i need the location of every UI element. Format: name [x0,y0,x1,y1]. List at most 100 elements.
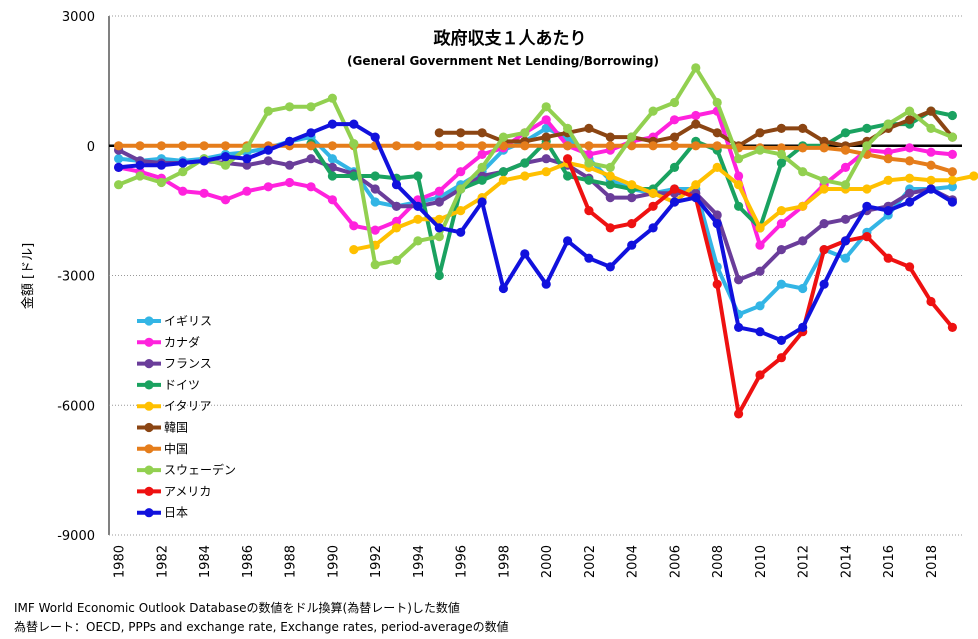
data-point [434,223,444,233]
data-point [327,119,337,129]
data-point [114,180,124,190]
data-point [391,201,402,211]
data-point [349,221,359,231]
data-point [776,219,787,229]
data-point [263,156,273,166]
data-point [648,188,658,198]
data-point [883,253,893,263]
x-tick-label: 2002 [583,545,598,578]
data-point [605,162,615,172]
legend-item: スウェーデン [137,462,236,477]
x-tick-label: 1992 [369,545,384,578]
data-point [819,279,829,289]
data-point [776,279,787,289]
data-point [220,160,231,170]
data-point [584,158,594,168]
data-point [947,132,958,142]
x-tick-label: 1986 [241,545,256,578]
x-tick-label: 1996 [455,545,470,578]
data-point [648,223,658,233]
data-point [883,154,893,164]
data-point [776,245,787,255]
data-point [327,141,337,151]
data-point [498,175,508,185]
legend-label: アメリカ [164,484,211,498]
data-point [413,171,423,181]
legend-item: フランス [137,357,212,371]
data-point [712,279,722,289]
data-point [520,171,530,181]
data-point [178,186,188,196]
data-point [370,171,380,181]
data-point [755,223,765,233]
data-point [648,141,658,151]
data-point [434,232,444,242]
data-point [819,219,829,229]
data-point [605,180,615,190]
data-point [285,160,295,170]
data-point [114,154,124,164]
data-point [178,141,188,151]
data-point [776,353,787,363]
data-point [883,119,893,129]
data-point [947,149,958,159]
series-日本 [114,119,958,345]
data-point [135,141,145,151]
data-point [947,322,958,332]
data-point [349,139,359,149]
data-point [199,188,209,198]
data-point [541,167,551,177]
data-point [349,171,359,181]
data-point [605,193,615,203]
data-point [477,162,487,172]
data-point [263,182,273,192]
series-カナダ [114,106,958,250]
data-point [413,141,423,151]
data-point [947,110,958,121]
data-point [627,180,637,190]
data-point [776,149,787,159]
legend-swatch-marker [144,508,154,518]
series-line [116,143,955,174]
x-tick-label: 1994 [412,545,427,578]
data-point [798,236,808,246]
data-point [734,171,744,181]
data-point [285,136,295,146]
data-point [691,180,701,190]
data-point [776,123,787,133]
data-point [840,253,851,263]
data-point [391,223,402,233]
data-point [563,141,573,151]
legend-item: 韓国 [137,421,188,435]
y-axis-ticks: 3000 0 -3000 -6000 -9000 [57,10,95,544]
data-point [734,201,744,211]
data-point [563,236,573,246]
data-point [434,214,444,224]
legend-swatch-marker [144,401,154,411]
x-tick-label: 1998 [497,545,512,578]
x-tick-label: 2000 [540,545,555,578]
data-point [755,327,765,337]
data-point [755,301,765,311]
data-point [413,236,423,246]
data-point [477,128,487,138]
data-point [883,175,893,185]
data-point [605,262,615,272]
data-point [798,167,808,177]
data-point [498,167,508,177]
data-point [199,156,209,166]
data-point [584,141,594,151]
x-tick-label: 2016 [882,545,897,578]
footnote-source: IMF World Economic Outlook Databaseの数値をド… [14,601,460,615]
data-point [135,160,145,170]
data-point [947,167,958,177]
x-tick-label: 1988 [284,545,299,578]
data-point [905,143,915,153]
legend-swatch-marker [144,486,154,496]
data-point [819,136,829,146]
data-point [456,128,466,138]
series-line [116,126,955,317]
data-point [627,193,637,203]
data-point [306,141,316,151]
data-point [156,141,166,151]
